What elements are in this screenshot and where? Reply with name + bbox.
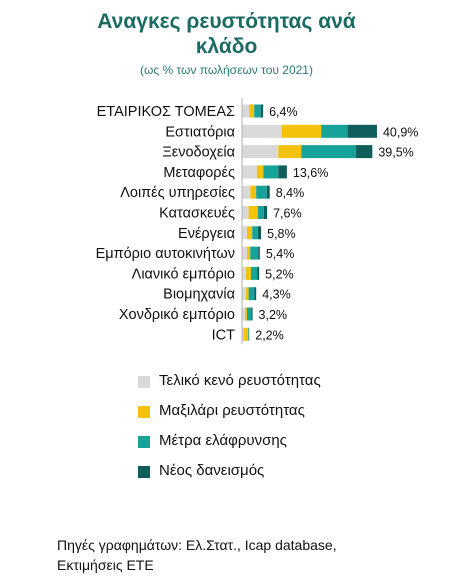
sources-line1: Πηγές γραφημάτων: Ελ.Στατ., Icap databas… [57,537,337,553]
bar-segment-series-3 [260,104,264,118]
bar-segment-series-0 [242,287,246,301]
bar-segment-series-2 [250,266,258,280]
bar-segment-series-2 [301,145,356,159]
legend-label: Τελικό κενό ρευστότητας [159,372,321,389]
bar-segment-series-0 [242,104,250,118]
bar-segment-series-0 [242,124,282,138]
bar-segment-series-1 [250,185,257,199]
bar-segment-series-1 [243,327,249,341]
bar-segment-series-2 [257,206,264,219]
bar-segment-series-0 [242,266,246,280]
bar-segment-series-3 [254,287,257,301]
bar-segment-series-0 [242,145,279,159]
bar-segment-series-3 [266,185,270,199]
total-label: 5,4% [266,247,295,261]
bar-segment-series-1 [244,307,247,321]
stacked-bar-chart: ΕΤΑΙΡΙΚΟΣ ΤΟΜΕΑΣ 6,4% Εστιατόρια 40,9% Ξενοδ… [96,98,418,345]
sources-note: Πηγές γραφημάτων: Ελ.Στατ., Icap databas… [57,535,337,575]
chart-title-line1: Αναγκες ρευστότητας ανά [97,10,356,33]
bar-segment-series-1 [249,104,255,118]
category-label: Κατασκευές [159,206,235,222]
total-label: 3,2% [259,308,288,322]
category-label: ICT [212,327,236,343]
bar-segment-series-1 [248,206,258,219]
legend-label: Νέος δανεισμός [159,462,265,479]
bar-segment-series-3 [347,124,377,138]
legend-label: Μαξιλάρι ρευστότητας [159,402,305,419]
category-label: Βιομηχανία [163,287,235,303]
category-label: Λιανικό εμπόριο [132,266,235,282]
bar-segment-series-1 [281,124,322,138]
category-label: Χονδρικό εμπόριο [119,307,235,323]
legend-swatch [138,376,150,388]
total-label: 40,9% [383,125,418,139]
bar-segment-series-0 [242,327,244,341]
bar-segment-series-1 [245,287,249,301]
bar-segment-series-2 [254,104,261,118]
category-label: Λοιπές υπηρεσίες [120,185,235,201]
category-label: Ενέργεια [178,226,235,242]
total-label: 6,4% [269,105,298,119]
bar-segment-series-3 [278,165,287,179]
total-label: 2,2% [255,328,284,342]
sources-line2: Εκτιμήσεις ΕΤΕ [57,557,154,573]
legend-swatch [138,406,150,418]
bar-segment-series-3 [263,206,268,219]
category-label: Ξενοδοχεία [162,145,235,161]
bar-segment-series-3 [258,246,260,260]
total-label: 13,6% [293,166,328,180]
bar-segment-series-0 [242,307,245,321]
category-label: Μεταφορές [163,165,235,181]
bar-segment-series-2 [246,307,252,321]
bar-segment-series-2 [321,124,348,138]
bar-segment-series-2 [248,327,250,341]
bar-segment-series-0 [242,185,251,199]
legend-label: Μέτρα ελάφρυνσης [159,432,287,449]
total-label: 7,6% [273,207,302,221]
category-label: ΕΤΑΙΡΙΚΟΣ ΤΟΜΕΑΣ [97,104,235,120]
bar-segment-series-0 [242,165,257,179]
bar-segment-series-2 [248,287,255,301]
total-label: 5,8% [267,227,296,241]
bar-segment-series-0 [242,226,247,240]
bar-segment-series-1 [246,246,251,260]
category-label: Εστιατόρια [165,124,235,140]
bar-segment-series-0 [242,206,249,219]
bar-segment-series-1 [278,145,302,159]
total-label: 5,2% [265,267,294,281]
bar-segment-series-3 [251,307,253,321]
bar-segment-series-2 [256,185,267,199]
bar-segment-series-3 [257,266,260,280]
bar-segment-series-3 [257,226,262,240]
total-label: 8,4% [276,186,305,200]
legend-swatch [138,466,150,478]
bar-segment-series-1 [245,266,251,280]
bar-segment-series-3 [355,145,373,159]
chart-subtitle: (ως % των πωλήσεων του 2021) [140,63,313,77]
bar-segment-series-1 [246,226,253,240]
chart-title-line2: κλάδο [195,35,258,58]
chart-title: Αναγκες ρευστότητας ανά κλάδο [0,9,453,59]
legend-swatch [138,436,150,448]
total-label: 4,3% [262,288,291,302]
total-label: 39,5% [378,146,413,160]
bar-segment-series-0 [242,246,247,260]
bar-segment-series-2 [252,226,258,240]
bar-segment-series-1 [256,165,264,179]
category-label: Εμπόριο αυτοκινήτων [96,246,235,262]
bar-segment-series-2 [250,246,259,260]
bar-segment-series-2 [263,165,279,179]
